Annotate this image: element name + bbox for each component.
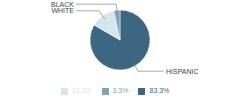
svg-text:BLACK: BLACK	[51, 1, 74, 8]
svg-text:WHITE: WHITE	[51, 7, 74, 14]
svg-text:HISPANIC: HISPANIC	[166, 68, 199, 75]
html-text:3.3%: 3.3%	[112, 87, 129, 94]
html-text:83.3%: 83.3%	[149, 87, 170, 94]
html-text:13.3%: 13.3%	[71, 87, 92, 94]
